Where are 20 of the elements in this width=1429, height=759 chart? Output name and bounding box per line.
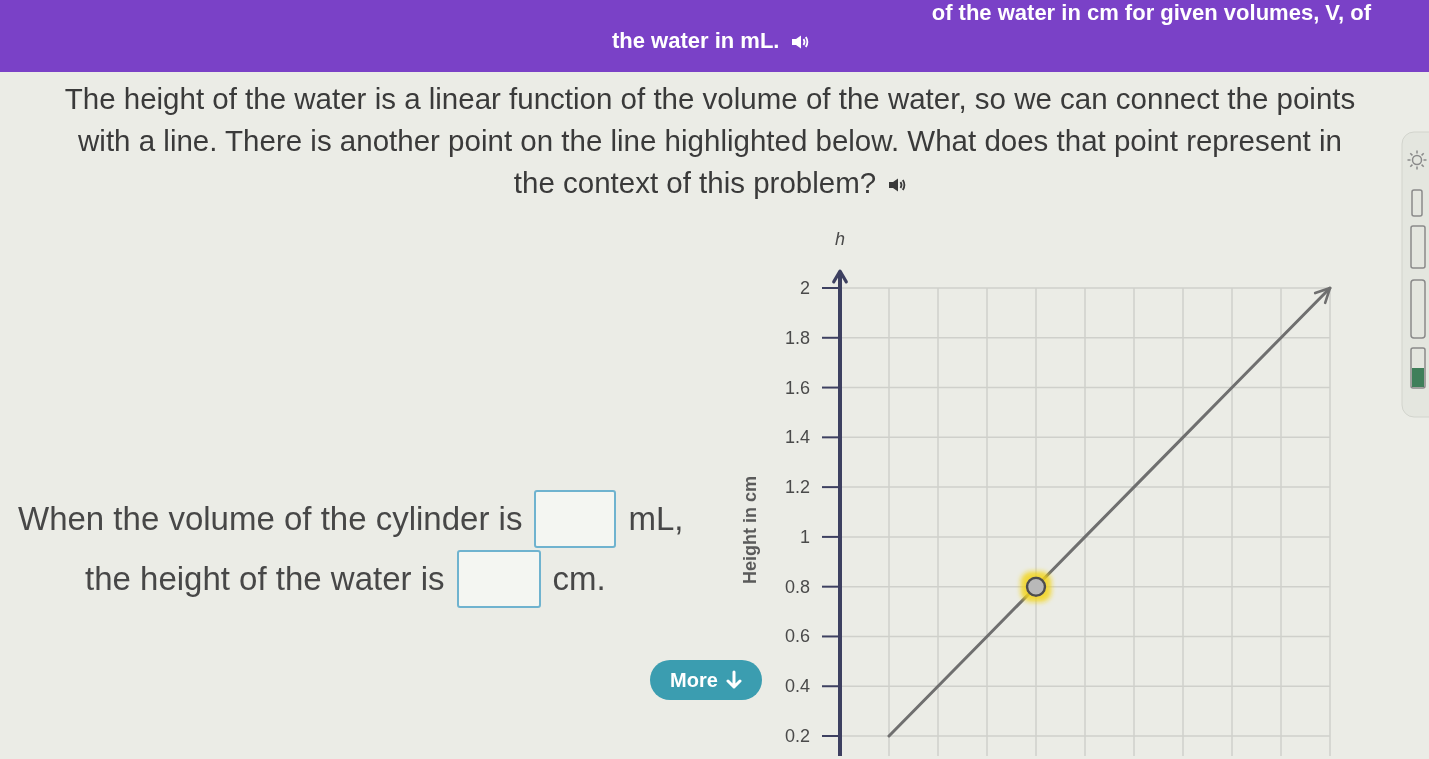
chart-title: The height of the water is a linear function of the volume of the water, so we can connect the points with a line. There is another point on the line highlighted below. What does that point represent in the context of this problem? — [64, 82, 1356, 199]
y-axis-title: Height in cm — [740, 475, 760, 585]
text: cm. — [552, 560, 606, 598]
y-tick-label: 0.4 — [784, 676, 810, 697]
text: h — [834, 229, 846, 249]
y-tick-label: 1 — [799, 526, 810, 547]
y-tick-label: 1.2 — [784, 477, 810, 498]
text: of the water in cm for given volumes, V, of — [931, 0, 1371, 25]
text: mL, — [628, 500, 684, 538]
y-tick-label: 1.6 — [784, 377, 810, 398]
text: the water in mL. — [612, 28, 780, 53]
more-button: More — [650, 660, 762, 700]
y-tick-label: 1.4 — [784, 427, 810, 448]
y-tick-label: 2 — [799, 278, 810, 298]
text: When the volume of the cylinder is — [18, 500, 523, 538]
y-tick-label: 0.8 — [784, 576, 810, 597]
y-tick-label: 0.6 — [784, 626, 810, 647]
text: the height of the water is — [85, 560, 445, 598]
y-tick-label: 1.8 — [784, 327, 810, 348]
y-tick-label: 0.2 — [784, 726, 810, 747]
